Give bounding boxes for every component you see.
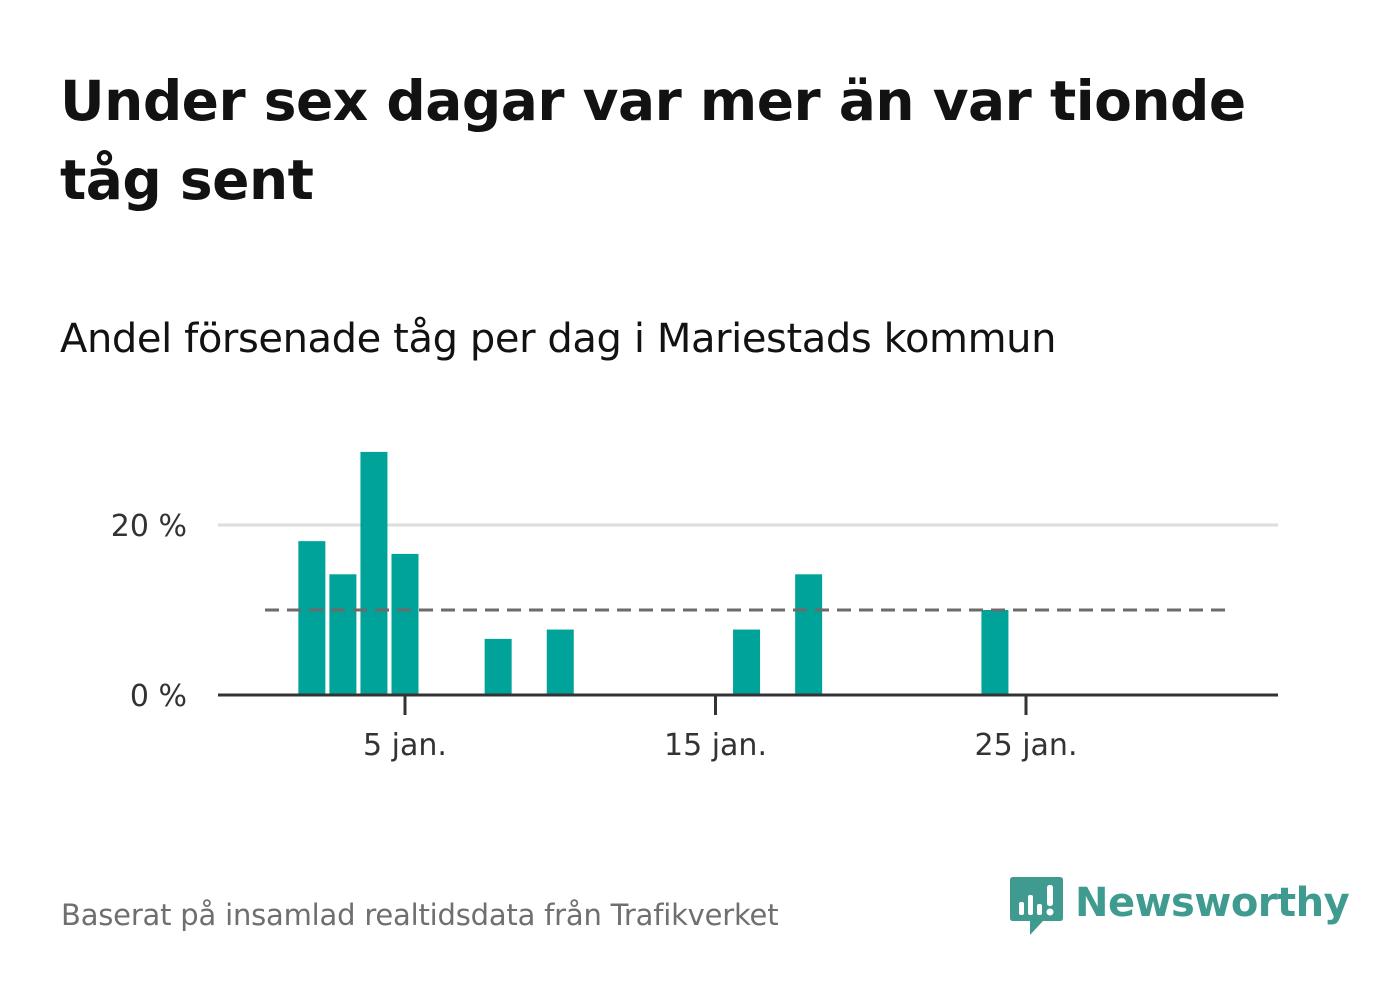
x-tick-label: 5 jan. (363, 728, 447, 763)
x-tick-label: 25 jan. (975, 728, 1078, 763)
bar (329, 574, 357, 695)
source-note: Baserat på insamlad realtidsdata från Tr… (61, 898, 779, 932)
axes: 0 % 20 % 5 jan. 15 jan. 25 jan. (111, 509, 1278, 763)
y-tick-label: 0 % (130, 679, 187, 714)
bar (298, 541, 326, 695)
newsworthy-logo-icon (1010, 877, 1063, 935)
y-tick-label: 20 % (111, 509, 187, 544)
x-tick-label: 15 jan. (664, 728, 767, 763)
chart-title: Under sex dagar var mer än var tionde tå… (60, 69, 1246, 212)
bar (360, 451, 388, 695)
bar (733, 629, 761, 695)
bar (546, 629, 574, 695)
bar (484, 638, 512, 695)
bar-chart: 0 % 20 % 5 jan. 15 jan. 25 jan. (111, 451, 1278, 763)
brand-name: Newsworthy (1075, 880, 1350, 926)
bars (298, 451, 1009, 695)
bar (795, 574, 823, 695)
bar (981, 610, 1009, 695)
brand-logo[interactable]: Newsworthy (1010, 877, 1350, 939)
bar (391, 553, 419, 695)
chart-subtitle: Andel försenade tåg per dag i Mariestads… (60, 316, 1057, 362)
